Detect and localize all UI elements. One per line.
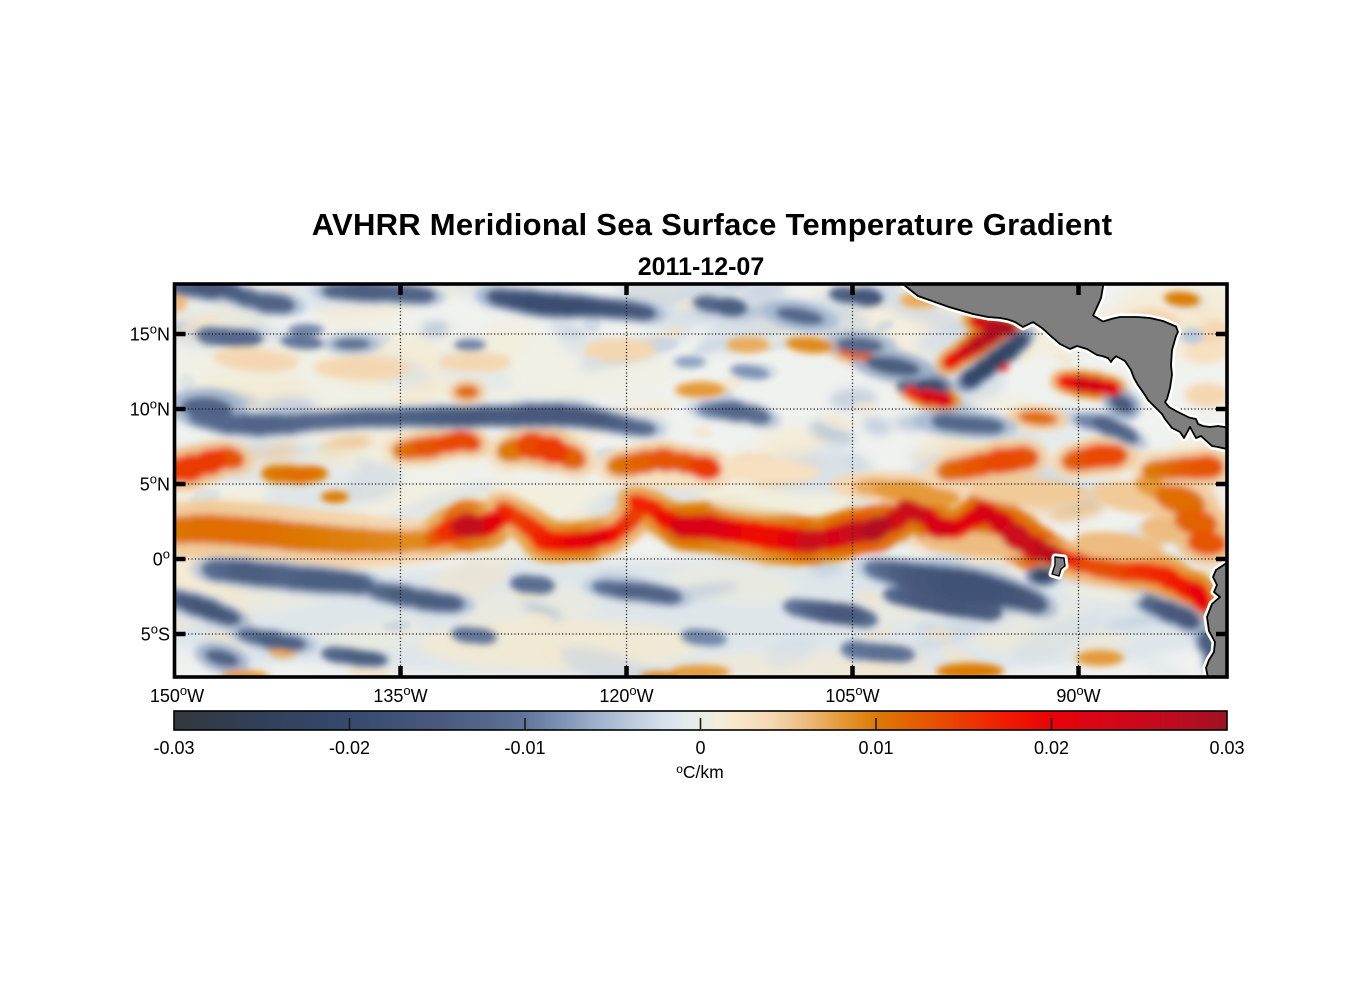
svg-text:-0.02: -0.02: [329, 738, 370, 758]
svg-text:10oN: 10oN: [130, 397, 170, 420]
svg-text:120oW: 120oW: [599, 683, 653, 706]
svg-text:5oN: 5oN: [140, 472, 170, 495]
svg-text:0.02: 0.02: [1034, 738, 1069, 758]
svg-text:-0.01: -0.01: [504, 738, 545, 758]
svg-text:2011-12-07: 2011-12-07: [638, 253, 765, 281]
svg-text:90oW: 90oW: [1056, 683, 1100, 706]
svg-text:150oW: 150oW: [150, 683, 204, 706]
svg-text:0: 0: [695, 738, 705, 758]
svg-text:15oN: 15oN: [130, 322, 170, 345]
svg-text:5oS: 5oS: [141, 622, 170, 645]
svg-text:oC/km: oC/km: [676, 762, 724, 782]
svg-text:135oW: 135oW: [373, 683, 427, 706]
svg-text:AVHRR Meridional Sea Surface T: AVHRR Meridional Sea Surface Temperature…: [312, 207, 1113, 242]
svg-text:-0.03: -0.03: [153, 738, 194, 758]
svg-text:0.03: 0.03: [1209, 738, 1244, 758]
svg-text:0.01: 0.01: [858, 738, 893, 758]
svg-text:105oW: 105oW: [825, 683, 879, 706]
